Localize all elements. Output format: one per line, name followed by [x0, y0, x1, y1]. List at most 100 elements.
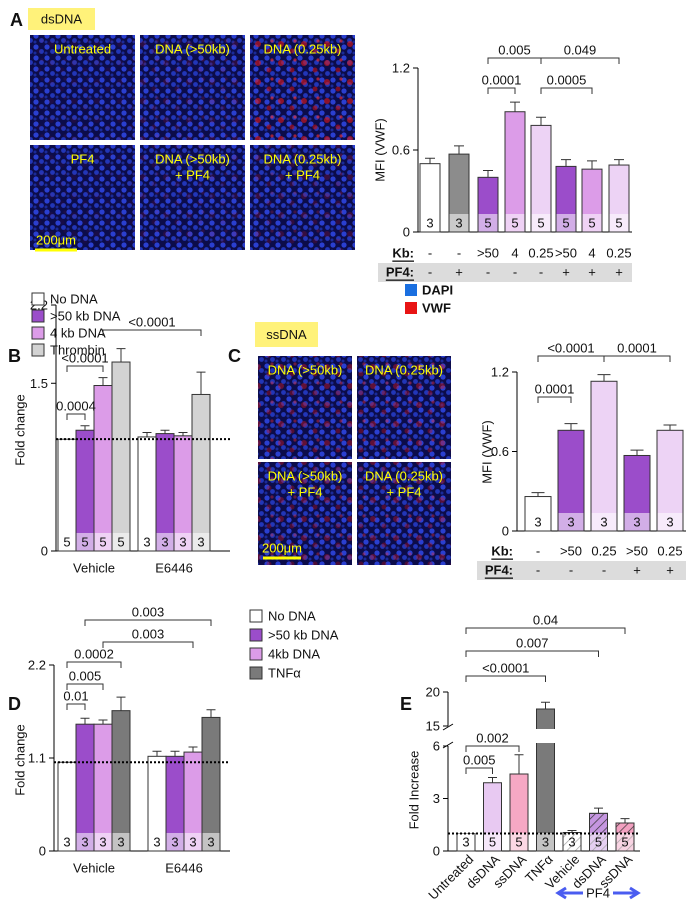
y-axis-label: Fold change	[13, 724, 28, 796]
scale-bar-label: 200μm	[262, 541, 302, 556]
error-bar	[541, 701, 550, 709]
error-bar	[564, 423, 578, 431]
axis-break-gap	[535, 729, 556, 743]
p-value: <0.0001	[61, 351, 108, 366]
n-label: 3	[171, 835, 178, 850]
legend-label: 4kb DNA	[268, 647, 320, 662]
n-label: 3	[600, 515, 607, 530]
micrograph-vwf	[30, 35, 135, 140]
micrograph-vwf	[357, 462, 451, 565]
significance-bracket	[66, 365, 104, 372]
bar	[201, 716, 221, 852]
p-value: <0.0001	[482, 661, 529, 676]
error-bar	[663, 424, 677, 431]
n-band	[112, 833, 130, 851]
micrograph-vwf	[258, 356, 352, 459]
significance-bracket	[465, 650, 599, 657]
image-label: + PF4	[285, 168, 320, 183]
error-bar	[80, 425, 90, 431]
y-tick-label: 0.6	[392, 143, 410, 158]
n-band	[174, 533, 192, 551]
significance-bracket	[537, 396, 572, 403]
n-label: 3	[567, 515, 574, 530]
legend-swatch	[249, 628, 263, 642]
y-tick-label: 15	[426, 719, 440, 734]
group-arrow-left	[555, 886, 583, 900]
n-band	[166, 833, 184, 851]
error-bar	[614, 159, 624, 166]
n-band	[202, 833, 220, 851]
n-band	[556, 214, 576, 232]
x-tick-label: -	[536, 544, 540, 559]
n-band	[505, 214, 525, 232]
y-axis-label: MFI (VWF)	[373, 118, 388, 182]
x-tick-label: 0.25	[528, 246, 553, 261]
x-tick-label: +	[562, 265, 570, 280]
n-label: 3	[117, 835, 124, 850]
n-band	[591, 513, 617, 531]
n-band	[76, 533, 94, 551]
panel-tag: ssDNA	[266, 327, 307, 342]
panel-letter: C	[228, 346, 241, 366]
error-bar	[514, 754, 524, 774]
n-label: 3	[462, 835, 469, 850]
y-axis-label: MFI (VWF)	[480, 420, 495, 484]
n-band	[609, 214, 629, 232]
n-label: 5	[588, 216, 595, 231]
legend-swatch	[31, 309, 45, 323]
x-tick-label: +	[633, 563, 641, 578]
n-label: 5	[99, 535, 106, 550]
row-label: Kb:	[392, 246, 414, 261]
n-label: 5	[81, 535, 88, 550]
n-label: 3	[426, 216, 433, 231]
n-band	[478, 214, 498, 232]
bar	[590, 380, 618, 532]
error-bar	[80, 717, 90, 725]
x-tick-label: -	[513, 265, 517, 280]
p-value: 0.0005	[547, 73, 587, 88]
micrograph-vwf	[250, 35, 355, 140]
n-band	[420, 214, 440, 232]
bar	[75, 723, 95, 852]
y-tick-label: 0	[433, 844, 440, 859]
n-band	[558, 513, 584, 531]
error-bar	[98, 377, 108, 386]
n-band	[184, 833, 202, 851]
p-value: <0.0001	[547, 341, 594, 356]
image-label: DNA (0.25kb)	[365, 363, 443, 378]
panel-letter: A	[10, 10, 23, 30]
n-label: 3	[633, 515, 640, 530]
error-bar	[206, 709, 216, 718]
n-label: 3	[534, 515, 541, 530]
p-value: 0.003	[132, 627, 165, 642]
error-bar	[425, 157, 435, 164]
x-tick-label: -	[602, 563, 606, 578]
n-label: 3	[99, 835, 106, 850]
p-value: 0.0001	[482, 73, 522, 88]
p-value: 0.01	[63, 689, 88, 704]
error-bar	[178, 431, 188, 436]
n-band	[590, 833, 607, 851]
y-tick-label: 0	[41, 544, 48, 559]
n-band	[76, 833, 94, 851]
bar	[504, 111, 526, 233]
p-value: 0.0004	[56, 399, 96, 414]
n-label: 5	[595, 835, 602, 850]
x-tick-label: 0.25	[657, 544, 682, 559]
legend-swatch	[31, 292, 45, 306]
legend-label: No DNA	[268, 609, 316, 624]
x-tick-label: Vehicle	[73, 861, 115, 876]
x-tick-label: -	[428, 265, 432, 280]
legend-label: No DNA	[50, 292, 98, 307]
n-label: 3	[189, 835, 196, 850]
n-band	[624, 513, 650, 531]
error-bar	[98, 719, 108, 725]
y-axis-label: Fold Increase	[407, 751, 422, 830]
n-band	[537, 833, 554, 851]
n-band	[616, 833, 634, 851]
legend-label: >50 kb DNA	[50, 309, 121, 324]
error-bar	[160, 429, 170, 434]
significance-bracket	[66, 683, 104, 690]
x-tick-label: -	[428, 246, 432, 261]
